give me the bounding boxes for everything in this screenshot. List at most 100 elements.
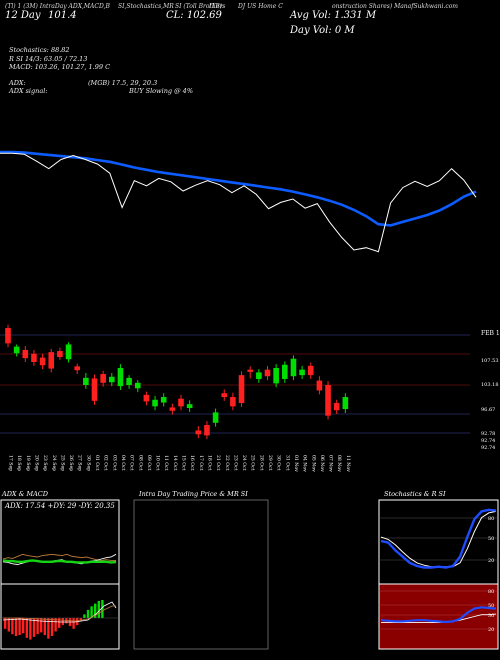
- macd-hist-bar: [83, 614, 86, 618]
- macd-hist-bar: [94, 603, 97, 618]
- candle-body: [316, 380, 323, 391]
- date-tick-label: 14 Oct: [172, 455, 178, 471]
- date-tick-label: 17 Sep: [8, 455, 14, 471]
- price-tick-label: 96.67: [481, 407, 495, 413]
- date-value: 101.4: [48, 10, 77, 21]
- macd-readout: MACD: 103.26, 101.27, 1.99 C: [9, 63, 111, 71]
- date-tick-label: 30 Oct: [276, 455, 282, 471]
- adx-macd-frame: [0, 499, 120, 650]
- macd-signal-line: [3, 605, 116, 622]
- date-tick-label: 02 Oct: [103, 455, 109, 471]
- macd-hist-bar: [22, 618, 25, 634]
- date-tick-label: 03 Oct: [111, 455, 117, 471]
- stochastics-k-line: [380, 508, 497, 569]
- date-tick-label: 08 Nov: [336, 455, 342, 472]
- date-tick-label: 26 Sep: [68, 455, 74, 471]
- candle-body: [57, 351, 63, 358]
- indicator-panels: ADX & MACD ADX: 17.54 +DY: 29 -DY: 20.35 I…: [0, 490, 499, 650]
- header-line1-mid2: SI (Toll Brothers: [175, 3, 226, 10]
- candle-body: [143, 394, 150, 402]
- candle-body: [230, 397, 236, 407]
- price-tick-label: 92.74: [481, 438, 495, 444]
- candle-body: [290, 358, 297, 377]
- candle-body: [204, 424, 210, 436]
- candle-body: [307, 365, 314, 376]
- candle-body: [186, 404, 193, 409]
- candle-body: [169, 407, 176, 411]
- rsi-readout: R SI 14/3: 63.05 / 72.13: [9, 55, 88, 63]
- candle-body: [325, 385, 331, 416]
- candle-body: [178, 398, 184, 407]
- macd-hist-bar: [90, 606, 93, 618]
- price-tick-label: 92.74: [481, 445, 495, 451]
- rsi-tick-label: 30: [488, 613, 494, 619]
- date-tick-label: 27 Sep: [77, 455, 83, 471]
- stochastics-tick-label: 80: [488, 516, 494, 522]
- date-tick-label: 24 Oct: [241, 455, 247, 471]
- candle-body: [160, 397, 167, 403]
- intraday-frame: [133, 499, 269, 650]
- stochastics-tick-label: 20: [488, 558, 494, 564]
- date-tick-label: 30 Sep: [85, 455, 91, 471]
- price-tick-label: 92.78: [481, 431, 495, 437]
- date-tick-label: 07 Nov: [328, 455, 334, 472]
- macd-hist-bar: [11, 618, 14, 635]
- stochastics-tick-label: 50: [488, 536, 494, 542]
- buy-signal: BUY Slowing @ 4%: [129, 87, 193, 95]
- header-line1-left: (Tl) 1 (3M) IntraDay ADX,MACD,B: [5, 3, 110, 10]
- rsi-tick-label: 50: [488, 603, 494, 609]
- candle-body: [134, 382, 141, 389]
- macd-hist-bar: [50, 618, 54, 636]
- candle-body: [65, 344, 72, 360]
- candle-body: [247, 369, 253, 372]
- date-tick-label: 11 Oct: [163, 455, 169, 471]
- macd-hist-bar: [14, 618, 18, 636]
- candle-body: [31, 353, 37, 362]
- candle-body: [117, 368, 124, 387]
- date-tick-label: 28 Oct: [258, 455, 264, 471]
- date-tick-label: 23 Sep: [42, 455, 48, 471]
- header-line1-right2: DJ US Home C: [238, 3, 283, 10]
- macd-hist-bar: [97, 600, 100, 618]
- candle-body: [48, 352, 55, 369]
- candle-body: [195, 430, 202, 435]
- rsi-line: [380, 606, 497, 624]
- date-tick-label: 25 Sep: [59, 455, 65, 471]
- date-tick-label: 04 Oct: [120, 455, 126, 471]
- date-tick-label: 05 Nov: [310, 455, 316, 472]
- adx-readout: ADX:: [9, 79, 26, 87]
- price-tick-label: 107.53: [481, 358, 499, 364]
- candle-body: [39, 357, 46, 366]
- date-label: 12 Day: [5, 10, 41, 21]
- date-tick-label: 29 Oct: [267, 455, 273, 471]
- date-tick-label: 24 Sep: [51, 455, 57, 471]
- date-tick-label: 25 Oct: [250, 455, 256, 471]
- date-tick-label: 08 Oct: [137, 455, 143, 471]
- price-tick-label: FEB 19: [481, 330, 500, 337]
- date-tick-label: 23 Oct: [232, 455, 238, 471]
- rsi-tick-label: 20: [488, 627, 494, 633]
- adx-macd-title: ADX & MACD: [1, 490, 49, 498]
- macd-hist-bar: [4, 618, 7, 629]
- date-tick-label: 04 Nov: [302, 455, 308, 472]
- price-tick-label: 103.18: [481, 382, 499, 388]
- date-tick-label: 11 Nov: [345, 455, 351, 472]
- close-price: CL: 102.69: [166, 10, 222, 21]
- candle-body: [342, 397, 349, 410]
- chart-header: (Tl) 1 (3M) IntraDay ADX,MACD,B SI,Stoch…: [5, 3, 495, 13]
- date-tick-label: 18 Oct: [206, 455, 212, 471]
- rsi-tick-label: 80: [488, 589, 494, 595]
- mgb-readout: (MGB) 17.5, 29, 20.3: [88, 79, 158, 87]
- date-tick-label: 15 Oct: [181, 455, 187, 471]
- candle-body: [256, 372, 262, 379]
- date-tick-label: 18 Sep: [16, 455, 22, 471]
- date-tick-label: 06 Nov: [319, 455, 325, 472]
- candle-body: [5, 328, 11, 344]
- header-line1-right1: ITB): [209, 3, 223, 10]
- macd-hist-bar: [43, 618, 46, 636]
- date-tick-label: 09 Oct: [146, 455, 152, 471]
- macd-hist-bar: [54, 618, 57, 632]
- macd-hist-bar: [86, 609, 90, 618]
- date-tick-label: 01 Nov: [293, 455, 299, 472]
- date-tick-label: 07 Oct: [129, 455, 135, 471]
